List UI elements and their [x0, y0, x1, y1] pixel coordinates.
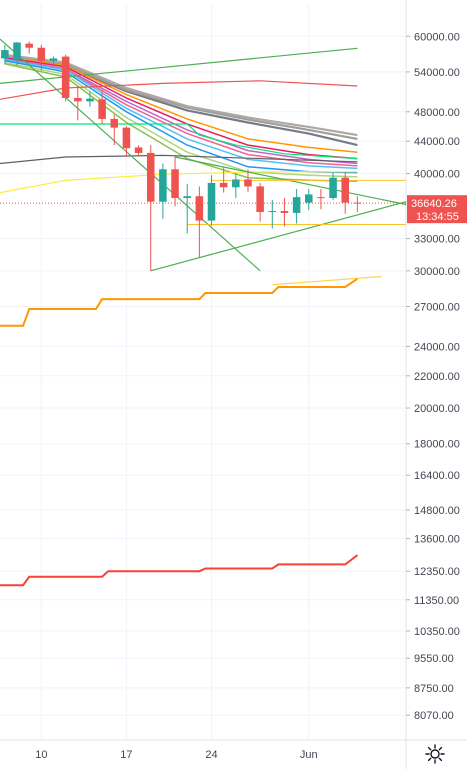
y-tick-label: 16400.00 — [414, 470, 460, 482]
y-tick-label: 60000.00 — [414, 31, 460, 43]
y-tick-label: 8070.00 — [414, 710, 454, 722]
trendline — [150, 201, 407, 272]
candle-body-down — [256, 186, 264, 212]
candle-body-down — [98, 99, 106, 119]
y-tick-label: 40000.00 — [414, 168, 460, 180]
kijun-step-line — [0, 277, 358, 327]
candle-body-up — [1, 50, 9, 59]
candle-body-up — [304, 194, 313, 203]
candle-body-up — [159, 169, 167, 202]
candlesticks — [1, 41, 362, 271]
y-tick-label: 33000.00 — [414, 234, 460, 246]
last-price-badge-bg — [407, 195, 467, 224]
candle-body-up — [207, 182, 216, 221]
candle-body-up — [13, 42, 21, 60]
y-tick-label: 8750.00 — [414, 683, 454, 695]
price-axis[interactable]: 60000.00 54000.00 48000.00 44000.00 40000.00… — [406, 31, 460, 722]
candle-body-down — [61, 56, 70, 98]
y-tick-label: 13600.00 — [414, 534, 460, 546]
indicator-lines — [0, 38, 407, 587]
trendline — [272, 275, 382, 286]
x-tick-label: Jun — [300, 749, 318, 761]
y-tick-label: 18000.00 — [414, 439, 460, 451]
chart-settings-button[interactable] — [424, 743, 446, 765]
y-tick-label: 9550.00 — [414, 653, 454, 665]
candle-body-down — [341, 177, 349, 203]
candle-body-down — [146, 152, 155, 202]
candle-body-down — [195, 196, 204, 221]
x-tick-label: 17 — [120, 749, 132, 761]
last-price-badge: 36640.26 13:34:55 — [407, 195, 467, 224]
trendline — [0, 80, 358, 100]
bar-countdown-label: 13:34:55 — [416, 211, 459, 223]
gear-icon — [425, 744, 445, 764]
candle-body-down — [219, 182, 228, 188]
candle-body-up — [268, 211, 277, 213]
candle-body-down — [171, 169, 179, 199]
trendline — [0, 47, 358, 84]
candle-body-down — [74, 97, 82, 102]
y-tick-label: 12350.00 — [414, 566, 460, 578]
ribbon-ma-line — [4, 63, 358, 182]
trendline — [0, 123, 358, 160]
y-tick-label: 48000.00 — [414, 107, 460, 119]
candle-body-up — [329, 177, 337, 199]
candle-body-down — [37, 47, 46, 61]
candle-body-down — [317, 197, 325, 199]
last-price-label: 36640.26 — [411, 198, 457, 210]
candle-body-down — [353, 202, 362, 204]
y-tick-label: 30000.00 — [414, 266, 460, 278]
y-tick-label: 27000.00 — [414, 301, 460, 313]
trendline — [0, 154, 358, 165]
candle-body-down — [110, 118, 119, 128]
candle-body-down — [25, 43, 33, 48]
y-tick-label: 54000.00 — [414, 67, 460, 79]
candle-body-down — [122, 127, 131, 149]
candle-body-up — [292, 197, 301, 213]
y-tick-label: 44000.00 — [414, 136, 460, 148]
candle-body-down — [244, 179, 252, 187]
y-tick-label: 22000.00 — [414, 371, 460, 383]
candle-body-down — [134, 147, 143, 153]
candle-body-down — [280, 211, 289, 213]
base-step-line — [0, 554, 359, 587]
candle-body-up — [183, 196, 191, 199]
y-tick-label: 14800.00 — [414, 505, 460, 517]
y-tick-label: 11350.00 — [414, 595, 459, 607]
x-tick-label: 24 — [205, 749, 217, 761]
candle-body-up — [86, 98, 94, 102]
y-tick-label: 10350.00 — [414, 626, 460, 638]
trendline — [0, 38, 261, 272]
y-tick-label: 24000.00 — [414, 341, 460, 353]
candle-body-up — [232, 179, 240, 188]
time-axis[interactable]: 10 17 24 Jun — [35, 749, 317, 761]
candle-body-up — [49, 58, 58, 61]
x-tick-label: 10 — [35, 749, 47, 761]
y-tick-label: 20000.00 — [414, 403, 460, 415]
